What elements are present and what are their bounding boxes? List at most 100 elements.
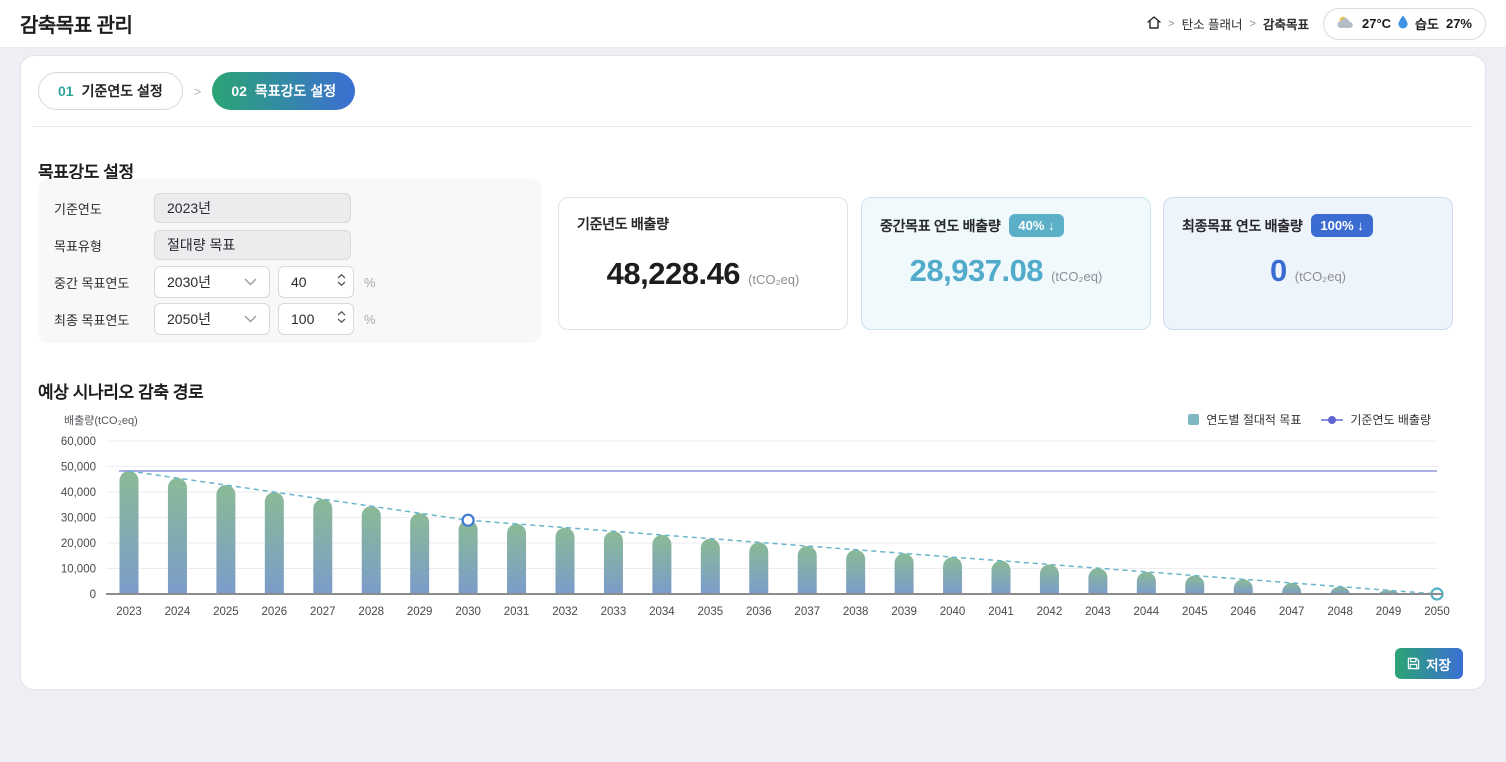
step-2-number: 02 <box>231 83 247 99</box>
top-bar: 감축목표 관리 > 탄소 플래너 > 감축목표 27°C 습도 27% <box>0 0 1506 48</box>
svg-text:20,000: 20,000 <box>61 538 96 550</box>
svg-text:10,000: 10,000 <box>61 564 96 576</box>
svg-text:2039: 2039 <box>891 606 917 618</box>
base-year-field: 2023년 <box>154 193 351 223</box>
chevron-down-icon <box>244 278 257 286</box>
humidity-value: 27% <box>1445 16 1472 31</box>
svg-text:0: 0 <box>90 589 96 601</box>
section-title-target-intensity: 목표강도 설정 <box>38 163 134 183</box>
form-row-target-type: 목표유형 절대량 목표 <box>54 229 527 261</box>
stepper-arrows-icon[interactable] <box>337 311 346 323</box>
breadcrumb: > 탄소 플래너 > 감축목표 <box>1147 14 1309 33</box>
legend-item-bars: 연도별 절대적 목표 <box>1188 411 1301 428</box>
final-target-percent-unit: % <box>364 311 376 327</box>
save-disk-icon <box>1407 657 1420 670</box>
svg-text:2040: 2040 <box>940 606 966 618</box>
base-year-label: 기준연도 <box>54 201 102 217</box>
breadcrumb-item-carbon-planner[interactable]: 탄소 플래너 <box>1181 18 1243 32</box>
chart-y-axis-label: 배출량(tCO₂eq) <box>64 414 138 427</box>
card-base-title: 기준년도 배출량 <box>577 216 669 232</box>
svg-text:2030: 2030 <box>455 606 481 618</box>
final-emissions-unit: (tCO₂eq) <box>1294 269 1347 284</box>
temperature-value: 27°C <box>1362 16 1392 31</box>
svg-text:2027: 2027 <box>310 606 336 618</box>
target-intensity-form: 기준연도 2023년 목표유형 절대량 목표 중간 목표연도 2030년 % 최 <box>38 179 541 343</box>
form-row-final-target: 최종 목표연도 2050년 % <box>54 303 527 335</box>
mid-target-percent-unit: % <box>364 274 376 290</box>
svg-text:2044: 2044 <box>1134 606 1160 618</box>
final-target-year-select[interactable]: 2050년 <box>154 303 270 335</box>
card-final-title: 최종목표 연도 배출량 <box>1182 217 1303 234</box>
humidity-icon <box>1398 15 1408 32</box>
card-mid-target-emissions: 중간목표 연도 배출량 40% ↓ 28,937.08 (tCO₂eq) <box>861 197 1151 330</box>
form-row-base-year: 기준연도 2023년 <box>54 192 527 224</box>
svg-text:2045: 2045 <box>1182 606 1208 618</box>
svg-text:30,000: 30,000 <box>61 513 96 525</box>
final-emissions-value: 0 <box>1269 253 1287 288</box>
svg-text:2043: 2043 <box>1085 606 1111 618</box>
base-emissions-unit: (tCO₂eq) <box>748 272 800 287</box>
mid-emissions-unit: (tCO₂eq) <box>1051 269 1103 284</box>
breadcrumb-separator: > <box>1168 17 1175 30</box>
svg-text:2037: 2037 <box>794 606 820 618</box>
legend-bar-label: 연도별 절대적 목표 <box>1206 413 1302 427</box>
humidity-label: 습도 <box>1415 17 1439 32</box>
step-1-number: 01 <box>58 83 74 99</box>
svg-text:2031: 2031 <box>504 606 530 618</box>
target-type-label: 목표유형 <box>54 238 102 254</box>
legend-item-baseline: 기준연도 배출량 <box>1321 411 1431 428</box>
svg-text:2034: 2034 <box>649 606 675 618</box>
final-target-year-label: 최종 목표연도 <box>54 312 130 328</box>
mid-target-year-label: 중간 목표연도 <box>54 275 130 291</box>
step-1-base-year[interactable]: 01 기준연도 설정 <box>38 72 183 110</box>
mid-target-percent-input[interactable] <box>278 266 354 298</box>
chart-legend: 연도별 절대적 목표 기준연도 배출량 <box>1188 411 1431 428</box>
stepper-separator: > <box>193 83 202 99</box>
page-title: 감축목표 관리 <box>20 15 133 37</box>
legend-baseline-label: 기준연도 배출량 <box>1350 413 1431 427</box>
save-button-label: 저장 <box>1426 657 1451 673</box>
home-icon[interactable] <box>1147 15 1161 32</box>
save-button[interactable]: 저장 <box>1395 648 1463 679</box>
main-panel: 01 기준연도 설정 > 02 목표강도 설정 목표강도 설정 기준연도 202… <box>20 55 1486 690</box>
step-2-target-intensity[interactable]: 02 목표강도 설정 <box>212 72 356 110</box>
stepper-arrows-icon[interactable] <box>337 274 346 286</box>
svg-text:60,000: 60,000 <box>61 436 96 448</box>
svg-text:2029: 2029 <box>407 606 433 618</box>
section-title-scenario-path: 예상 시나리오 감축 경로 <box>38 383 204 403</box>
topbar-right: > 탄소 플래너 > 감축목표 27°C 습도 27% <box>1147 7 1486 40</box>
card-base-year-emissions: 기준년도 배출량 48,228.46 (tCO₂eq) <box>558 197 848 330</box>
divider <box>33 126 1473 127</box>
mid-emissions-value: 28,937.08 <box>909 253 1044 288</box>
svg-text:2049: 2049 <box>1376 606 1402 618</box>
card-final-target-emissions: 최종목표 연도 배출량 100% ↓ 0 (tCO₂eq) <box>1163 197 1453 330</box>
svg-text:2048: 2048 <box>1327 606 1353 618</box>
final-reduction-badge: 100% ↓ <box>1311 214 1373 237</box>
svg-text:2050: 2050 <box>1424 606 1450 618</box>
cloud-sun-icon <box>1337 15 1355 32</box>
stepper: 01 기준연도 설정 > 02 목표강도 설정 <box>38 72 356 110</box>
form-row-mid-target: 중간 목표연도 2030년 % <box>54 266 527 298</box>
target-type-field: 절대량 목표 <box>154 230 351 260</box>
legend-line-swatch-icon <box>1321 415 1344 425</box>
legend-bar-swatch-icon <box>1188 414 1200 425</box>
svg-text:2028: 2028 <box>358 606 384 618</box>
final-target-percent-input[interactable] <box>278 303 354 335</box>
mid-target-year-value: 2030년 <box>167 274 212 290</box>
svg-text:2032: 2032 <box>552 606 578 618</box>
step-2-label: 목표강도 설정 <box>254 83 337 99</box>
mid-target-year-select[interactable]: 2030년 <box>154 266 270 298</box>
chevron-down-icon <box>244 315 257 323</box>
step-1-label: 기준연도 설정 <box>81 83 163 99</box>
mid-reduction-badge: 40% ↓ <box>1009 214 1064 237</box>
svg-text:2023: 2023 <box>116 606 142 618</box>
svg-text:40,000: 40,000 <box>61 487 96 499</box>
final-target-year-value: 2050년 <box>167 311 212 327</box>
svg-text:2046: 2046 <box>1230 606 1256 618</box>
svg-text:50,000: 50,000 <box>61 462 96 474</box>
svg-text:2047: 2047 <box>1279 606 1305 618</box>
breadcrumb-separator: > <box>1249 17 1256 30</box>
svg-text:2035: 2035 <box>698 606 724 618</box>
svg-text:2042: 2042 <box>1037 606 1063 618</box>
svg-text:2024: 2024 <box>165 606 191 618</box>
